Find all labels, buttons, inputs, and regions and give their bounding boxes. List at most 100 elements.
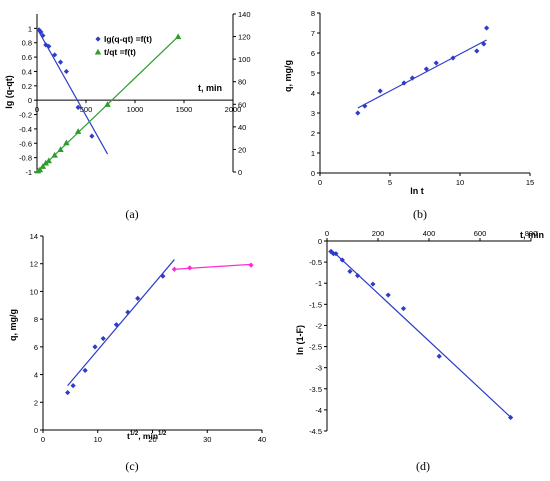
- chart-b-series-0-point: [474, 48, 480, 54]
- chart-c-x-tick-label: 40: [258, 435, 266, 444]
- chart-b-y-tick-label: 0: [311, 169, 315, 178]
- chart-a-y-tick-label-right: 100: [238, 55, 251, 64]
- chart-c-ylabel: q, mg/g: [8, 309, 18, 341]
- chart-c-series-0-fit-line: [67, 259, 175, 387]
- chart-a-series-1-point: [51, 151, 58, 158]
- chart-b-xlabel: ln t: [410, 186, 424, 196]
- chart-c-xlabel-sup: 1/2: [130, 431, 139, 437]
- chart-c-x-tick-label: 0: [41, 435, 45, 444]
- chart-a-legend-marker-1: [94, 48, 102, 55]
- chart-a-series-0-point: [63, 68, 69, 75]
- chart-d-y-tick-label: -3: [315, 364, 322, 373]
- chart-b: q, mg/g ln t (b) 0 1 2 3 4 5 6 7 8 0 5 10 15: [283, 9, 534, 221]
- chart-d-y-tick-label: 0: [318, 237, 322, 246]
- chart-a-series-1-point: [57, 146, 64, 152]
- chart-a-series-1-point: [104, 101, 111, 107]
- chart-a-series-0-point: [40, 32, 46, 39]
- chart-a-y-tick-label-right: 60: [238, 100, 246, 109]
- chart-b-y-tick-label: 1: [311, 149, 315, 158]
- chart-b-series-0-point: [423, 66, 429, 72]
- chart-a-y-tick-label-right: 20: [238, 145, 246, 154]
- chart-d-y-tick-label: -4: [315, 406, 322, 415]
- chart-d-series-0-fit-line: [330, 249, 513, 419]
- chart-d-y-tick-label: -1: [315, 279, 322, 288]
- chart-a-series-1-point: [74, 128, 82, 134]
- chart-a-y-tick-label-right: 40: [238, 123, 246, 132]
- chart-d-y-tick-label: -4.5: [309, 427, 322, 436]
- chart-a-y-tick-label-left: 0.2: [22, 82, 32, 91]
- chart-b-series-0-point: [433, 60, 439, 66]
- chart-b-series-0-point: [409, 75, 415, 81]
- chart-a-y-tick-label-left: 0.8: [22, 39, 32, 48]
- chart-a-y-tick-label-left: 0.6: [22, 53, 32, 62]
- chart-c-series-1-point: [187, 265, 193, 271]
- chart-c-series-0-point: [92, 344, 98, 350]
- chart-d-series-0-point: [339, 257, 345, 263]
- chart-a-series-1-point: [174, 33, 182, 40]
- chart-a-legend-marker-0: [95, 36, 101, 42]
- chart-a-series-1-point: [42, 159, 50, 166]
- chart-a-panel-label: (a): [125, 207, 138, 221]
- chart-c-y-tick-label: 10: [30, 287, 38, 296]
- chart-b-series-0-point: [362, 103, 368, 109]
- chart-a-y-tick-label-left: -0.4: [19, 125, 32, 134]
- chart-a: lg (q-qt) t, min (a) -1-0.8-0.6-0.4-0.20…: [4, 10, 251, 221]
- chart-a-y-tick-label-left: -0.8: [19, 154, 32, 163]
- chart-d-x-tick-label: 800: [525, 229, 538, 238]
- chart-d-series-0-point: [347, 268, 353, 274]
- chart-b-series-0-point: [377, 88, 383, 94]
- chart-c-y-tick-label: 14: [30, 232, 38, 241]
- chart-c-series-1-point: [171, 266, 177, 272]
- chart-a-y-tick-label-left: -0.2: [19, 111, 32, 120]
- chart-a-series-0-point: [36, 27, 42, 33]
- chart-d-series-0-point: [370, 281, 376, 287]
- chart-a-y-tick-label-left: -0.6: [19, 139, 32, 148]
- chart-c-series-0-point: [70, 383, 76, 389]
- chart-c-xlabel: t1/2, min1/2: [127, 431, 167, 441]
- chart-c-series-0-point: [160, 273, 166, 279]
- chart-c-series-0-point: [65, 389, 71, 396]
- chart-b-series-0-point: [450, 55, 456, 61]
- chart-c-y-tick-label: 0: [34, 426, 38, 435]
- chart-c-series-0-point: [100, 335, 106, 342]
- chart-d-series-0-point: [333, 251, 339, 257]
- chart-a-x-tick-label: 2000: [225, 105, 242, 114]
- chart-c-y-tick-label: 4: [34, 371, 38, 380]
- chart-d-y-tick-label: -2: [315, 321, 322, 330]
- chart-a-series-1-point: [36, 166, 44, 173]
- chart-c-x-tick-label: 30: [203, 435, 211, 444]
- chart-b-series-0-point: [355, 110, 361, 116]
- chart-c-series-1-point: [248, 262, 254, 268]
- chart-b-y-tick-label: 4: [311, 89, 315, 98]
- chart-b-y-tick-label: 2: [311, 129, 315, 138]
- chart-d-x-tick-label: 400: [423, 229, 436, 238]
- chart-d-series-0-point: [400, 305, 407, 312]
- chart-a-legend-label-0: lg(q-qt) =f(t): [104, 34, 152, 44]
- chart-a-y-tick-label-left: 0.4: [22, 67, 32, 76]
- chart-b-y-tick-label: 5: [311, 69, 315, 78]
- chart-a-series-0-point: [57, 59, 64, 65]
- chart-c-x-tick-label: 10: [94, 435, 102, 444]
- chart-c-y-tick-label: 6: [34, 343, 38, 352]
- chart-d-series-0-point: [508, 414, 514, 421]
- chart-a-legend-label-1: t/qt =f(t): [104, 47, 136, 57]
- chart-d-xlabel: t, min: [520, 230, 544, 240]
- chart-d-y-tick-label: -3.5: [309, 385, 322, 394]
- chart-b-x-tick-label: 5: [388, 178, 392, 187]
- chart-d-series-0-point: [385, 292, 391, 298]
- chart-d-y-tick-label: -0.5: [309, 258, 322, 267]
- chart-c-xlabel-mid: , min: [138, 431, 158, 441]
- chart-c-x-tick-label: 20: [148, 435, 156, 444]
- chart-a-series-0-fit-line: [36, 28, 109, 155]
- chart-d-panel-label: (d): [416, 459, 430, 473]
- chart-d-series-0-point: [436, 353, 442, 359]
- chart-b-y-tick-label: 7: [311, 29, 315, 38]
- chart-d-series-0-point: [355, 273, 361, 279]
- chart-c-series-0-point: [113, 322, 119, 328]
- chart-c-xlabel-sup2: 1/2: [158, 431, 167, 437]
- chart-a-ylabel: lg (q-qt): [4, 75, 14, 108]
- chart-c-y-tick-label: 12: [30, 260, 38, 269]
- chart-b-y-tick-label: 3: [311, 109, 315, 118]
